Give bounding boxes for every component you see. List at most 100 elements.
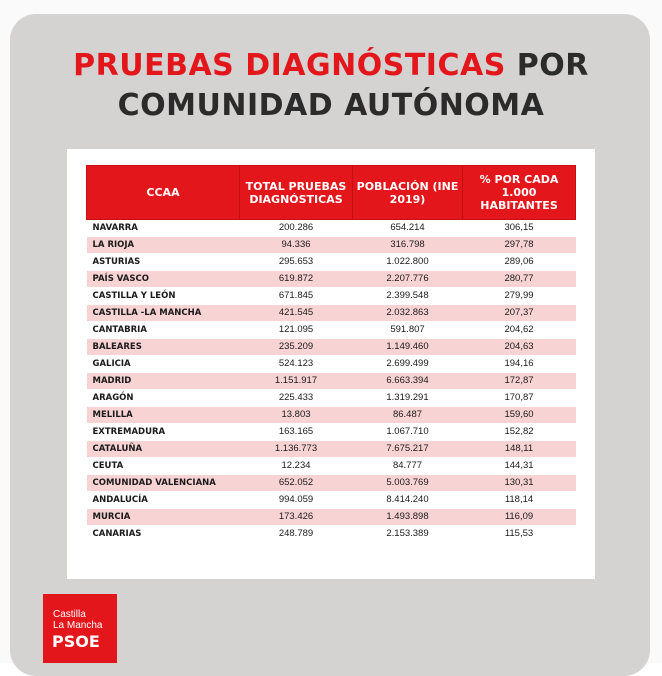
title-por: POR [516, 48, 589, 83]
cell-total-pruebas: 1.136.773 [239, 440, 353, 458]
title-highlight: PRUEBAS DIAGNÓSTICAS [73, 48, 506, 83]
table-row: EXTREMADURA 163.165 1.067.710 152,82 [86, 423, 576, 441]
cell-ccaa: MURCIA [86, 508, 240, 526]
table-row: ANDALUCÍA 994.059 8.414.240 118,14 [86, 491, 576, 509]
cell-total-pruebas: 652.052 [239, 474, 353, 492]
title-line-1: PRUEBAS DIAGNÓSTICAS POR [0, 46, 662, 86]
table-row: CATALUÑA 1.136.773 7.675.217 148,11 [86, 440, 576, 458]
cell-total-pruebas: 13.803 [239, 406, 353, 424]
cell-ccaa: ASTURIAS [86, 253, 240, 271]
cell-poblacion: 1.022.800 [352, 253, 463, 271]
cell-ccaa: EXTREMADURA [86, 423, 240, 441]
cell-poblacion: 2.032.863 [352, 304, 463, 322]
cell-poblacion: 5.003.769 [352, 474, 463, 492]
cell-poblacion: 8.414.240 [352, 491, 463, 509]
table-row: LA RIOJA 94.336 316.798 297,78 [86, 236, 576, 254]
table-row: BALEARES 235.209 1.149.460 204,63 [86, 338, 576, 356]
cell-total-pruebas: 163.165 [239, 423, 353, 441]
cell-total-pruebas: 235.209 [239, 338, 353, 356]
table-row: CEUTA 12.234 84.777 144,31 [86, 457, 576, 475]
cell-ccaa: CANARIAS [86, 525, 240, 543]
cell-por-mil: 172,87 [462, 372, 576, 390]
cell-por-mil: 280,77 [462, 270, 576, 288]
cell-por-mil: 115,53 [462, 525, 576, 543]
data-table: CCAA TOTAL PRUEBAS DIAGNÓSTICAS POBLACIÓ… [86, 165, 576, 543]
cell-poblacion: 2.399.548 [352, 287, 463, 305]
header-ccaa: CCAA [86, 165, 240, 220]
cell-por-mil: 194,16 [462, 355, 576, 373]
table-sheet: CCAA TOTAL PRUEBAS DIAGNÓSTICAS POBLACIÓ… [67, 149, 595, 579]
table-row: ASTURIAS 295.653 1.022.800 289,06 [86, 253, 576, 271]
table-row: MELILLA 13.803 86.487 159,60 [86, 406, 576, 424]
cell-por-mil: 306,15 [462, 219, 576, 237]
cell-ccaa: GALICIA [86, 355, 240, 373]
cell-poblacion: 1.493.898 [352, 508, 463, 526]
cell-ccaa: LA RIOJA [86, 236, 240, 254]
logo-brand: PSOE [52, 632, 100, 651]
logo-line-2: La Mancha [53, 620, 103, 631]
cell-poblacion: 84.777 [352, 457, 463, 475]
cell-ccaa: COMUNIDAD VALENCIANA [86, 474, 240, 492]
cell-poblacion: 1.149.460 [352, 338, 463, 356]
cell-por-mil: 207,37 [462, 304, 576, 322]
cell-total-pruebas: 421.545 [239, 304, 353, 322]
cell-total-pruebas: 94.336 [239, 236, 353, 254]
cell-poblacion: 6.663.394 [352, 372, 463, 390]
cell-poblacion: 2.699.499 [352, 355, 463, 373]
cell-ccaa: MELILLA [86, 406, 240, 424]
cell-por-mil: 170,87 [462, 389, 576, 407]
cell-por-mil: 118,14 [462, 491, 576, 509]
cell-total-pruebas: 295.653 [239, 253, 353, 271]
header-por-mil: % POR CADA 1.000 HABITANTES [462, 165, 576, 220]
cell-total-pruebas: 619.872 [239, 270, 353, 288]
cell-ccaa: ARAGÓN [86, 389, 240, 407]
cell-por-mil: 204,62 [462, 321, 576, 339]
cell-por-mil: 279,99 [462, 287, 576, 305]
cell-total-pruebas: 248.789 [239, 525, 353, 543]
cell-ccaa: CASTILLA -LA MANCHA [86, 304, 240, 322]
cell-total-pruebas: 671.845 [239, 287, 353, 305]
table-row: NAVARRA 200.286 654.214 306,15 [86, 219, 576, 237]
cell-poblacion: 654.214 [352, 219, 463, 237]
cell-total-pruebas: 121.095 [239, 321, 353, 339]
table-row: CANTABRIA 121.095 591.807 204,62 [86, 321, 576, 339]
cell-ccaa: CATALUÑA [86, 440, 240, 458]
cell-ccaa: CASTILLA Y LEÓN [86, 287, 240, 305]
cell-ccaa: ANDALUCÍA [86, 491, 240, 509]
table-row: MURCIA 173.426 1.493.898 116,09 [86, 508, 576, 526]
table-row: CASTILLA -LA MANCHA 421.545 2.032.863 207,3… [86, 304, 576, 322]
table-row: GALICIA 524.123 2.699.499 194,16 [86, 355, 576, 373]
cell-ccaa: NAVARRA [86, 219, 240, 237]
cell-poblacion: 1.319.291 [352, 389, 463, 407]
cell-por-mil: 297,78 [462, 236, 576, 254]
psoe-logo: Castilla La Mancha PSOE [43, 594, 117, 663]
cell-por-mil: 289,06 [462, 253, 576, 271]
cell-por-mil: 144,31 [462, 457, 576, 475]
cell-total-pruebas: 12.234 [239, 457, 353, 475]
table-row: CANARIAS 248.789 2.153.389 115,53 [86, 525, 576, 543]
cell-por-mil: 204,63 [462, 338, 576, 356]
cell-ccaa: MADRID [86, 372, 240, 390]
page-title: PRUEBAS DIAGNÓSTICAS POR COMUNIDAD AUTÓN… [0, 46, 662, 126]
cell-por-mil: 152,82 [462, 423, 576, 441]
table-row: PAÍS VASCO 619.872 2.207.776 280,77 [86, 270, 576, 288]
cell-ccaa: PAÍS VASCO [86, 270, 240, 288]
cell-por-mil: 130,31 [462, 474, 576, 492]
cell-total-pruebas: 524.123 [239, 355, 353, 373]
cell-ccaa: CANTABRIA [86, 321, 240, 339]
cell-por-mil: 148,11 [462, 440, 576, 458]
cell-poblacion: 1.067.710 [352, 423, 463, 441]
cell-por-mil: 116,09 [462, 508, 576, 526]
table-row: MADRID 1.151.917 6.663.394 172,87 [86, 372, 576, 390]
table-body: NAVARRA 200.286 654.214 306,15 LA RIOJA 94.33… [86, 219, 576, 543]
table-row: COMUNIDAD VALENCIANA 652.052 5.003.769 130,… [86, 474, 576, 492]
cell-poblacion: 316.798 [352, 236, 463, 254]
cell-total-pruebas: 200.286 [239, 219, 353, 237]
table-header-row: CCAA TOTAL PRUEBAS DIAGNÓSTICAS POBLACIÓ… [86, 165, 576, 220]
cell-ccaa: CEUTA [86, 457, 240, 475]
title-line-2: COMUNIDAD AUTÓNOMA [117, 88, 545, 123]
cell-total-pruebas: 173.426 [239, 508, 353, 526]
header-total-pruebas: TOTAL PRUEBAS DIAGNÓSTICAS [239, 165, 353, 220]
cell-total-pruebas: 1.151.917 [239, 372, 353, 390]
header-poblacion: POBLACIÓN (INE 2019) [352, 165, 463, 220]
